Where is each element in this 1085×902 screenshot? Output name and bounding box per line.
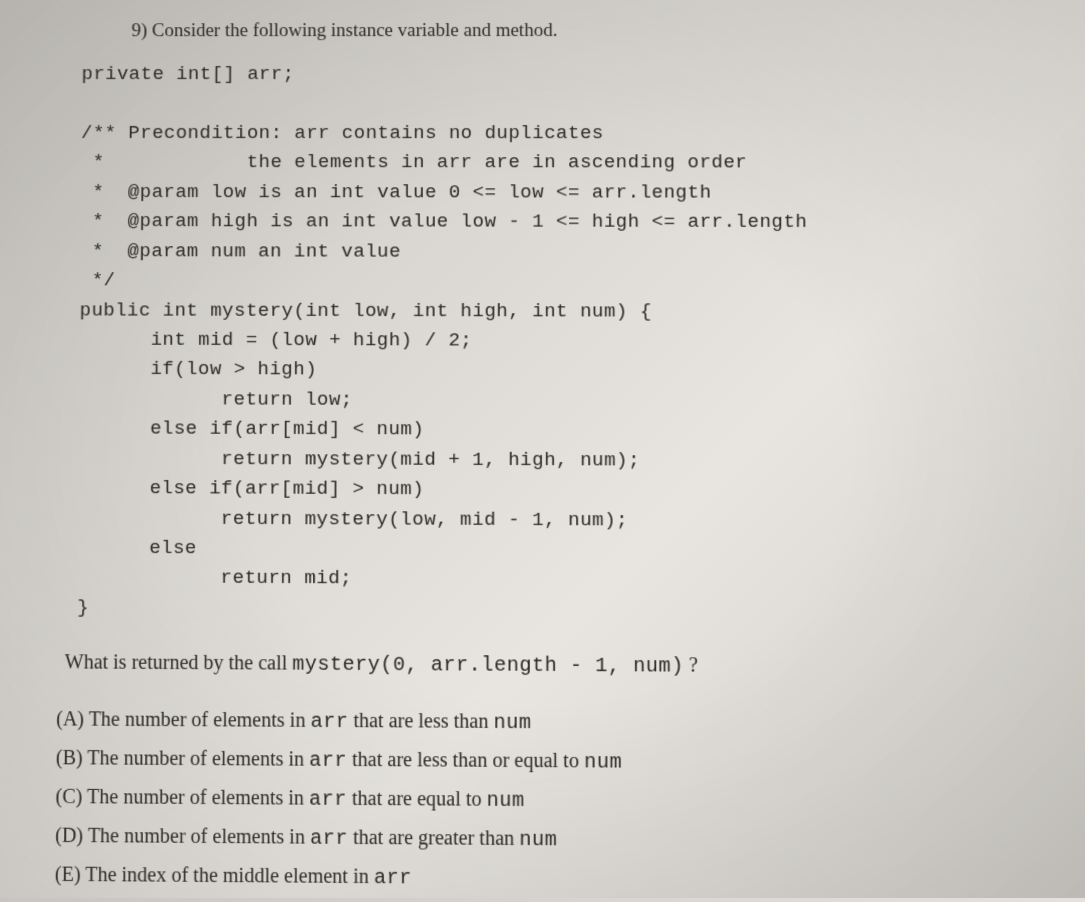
answer-d: (D) The number of elements in arr that a… xyxy=(55,819,1054,863)
answer-code: num xyxy=(584,751,622,775)
code-line: return mystery(low, mid - 1, num); xyxy=(78,507,628,531)
answer-code: num xyxy=(487,790,525,814)
answer-a: (A) The number of elements in arr that a… xyxy=(56,702,1053,744)
code-line: * @param low is an int value 0 <= low <=… xyxy=(81,181,712,204)
answer-code: num xyxy=(494,712,532,736)
answer-code: arr xyxy=(310,711,348,735)
question-prompt: Consider the following instance variable… xyxy=(152,20,557,41)
answer-mid: that are less than or equal to xyxy=(347,749,584,773)
answer-code: num xyxy=(519,829,557,853)
answer-code: arr xyxy=(309,750,347,774)
code-line: */ xyxy=(80,269,116,291)
code-line: } xyxy=(77,596,89,618)
code-line: * @param high is an int value low - 1 <=… xyxy=(80,210,807,233)
answer-label: (A) The number of elements in xyxy=(56,708,310,732)
code-line: else if(arr[mid] > num) xyxy=(78,477,424,500)
answer-b: (B) The number of elements in arr that a… xyxy=(56,741,1054,784)
question-ask: What is returned by the call mystery(0, … xyxy=(57,651,1053,681)
answer-mid: that are greater than xyxy=(348,827,519,851)
answer-mid: that are less than xyxy=(348,710,493,733)
code-line: if(low > high) xyxy=(79,358,317,381)
code-line: return mystery(mid + 1, high, num); xyxy=(78,447,640,471)
question-header: 9) Consider the following instance varia… xyxy=(62,20,1047,43)
code-line: return low; xyxy=(79,388,353,411)
answer-choices: (A) The number of elements in arr that a… xyxy=(55,702,1055,901)
ask-suffix: ? xyxy=(684,655,698,678)
code-block: private int[] arr; /** Precondition: arr… xyxy=(57,60,1052,628)
answer-c: (C) The number of elements in arr that a… xyxy=(55,780,1054,823)
code-line: * @param num an int value xyxy=(80,240,401,263)
code-line: * the elements in arr are in ascending o… xyxy=(81,151,748,173)
answer-code: arr xyxy=(309,789,347,813)
answer-label: (B) The number of elements in xyxy=(56,747,310,771)
code-line: else xyxy=(78,536,197,559)
code-line: else if(arr[mid] < num) xyxy=(79,417,425,440)
code-line: private int[] arr; xyxy=(81,63,294,85)
answer-code: arr xyxy=(374,867,412,891)
answer-label: (C) The number of elements in xyxy=(55,786,309,810)
code-line: public int mystery(int low, int high, in… xyxy=(80,299,652,322)
answer-label: (E) The index of the middle element in xyxy=(55,864,374,889)
code-line: int mid = (low + high) / 2; xyxy=(79,328,472,351)
answer-code: arr xyxy=(310,828,348,852)
code-line: /** Precondition: arr contains no duplic… xyxy=(81,122,604,144)
answer-e: (E) The index of the middle element in a… xyxy=(55,858,1055,902)
answer-mid: that are equal to xyxy=(347,788,487,811)
answer-label: (D) The number of elements in xyxy=(55,825,310,849)
code-line: return mid; xyxy=(77,566,352,590)
question-number: 9) xyxy=(131,20,147,41)
ask-prefix: What is returned by the call xyxy=(65,651,293,675)
ask-call: mystery(0, arr.length - 1, num) xyxy=(292,654,684,679)
exam-page: 9) Consider the following instance varia… xyxy=(55,20,1055,902)
